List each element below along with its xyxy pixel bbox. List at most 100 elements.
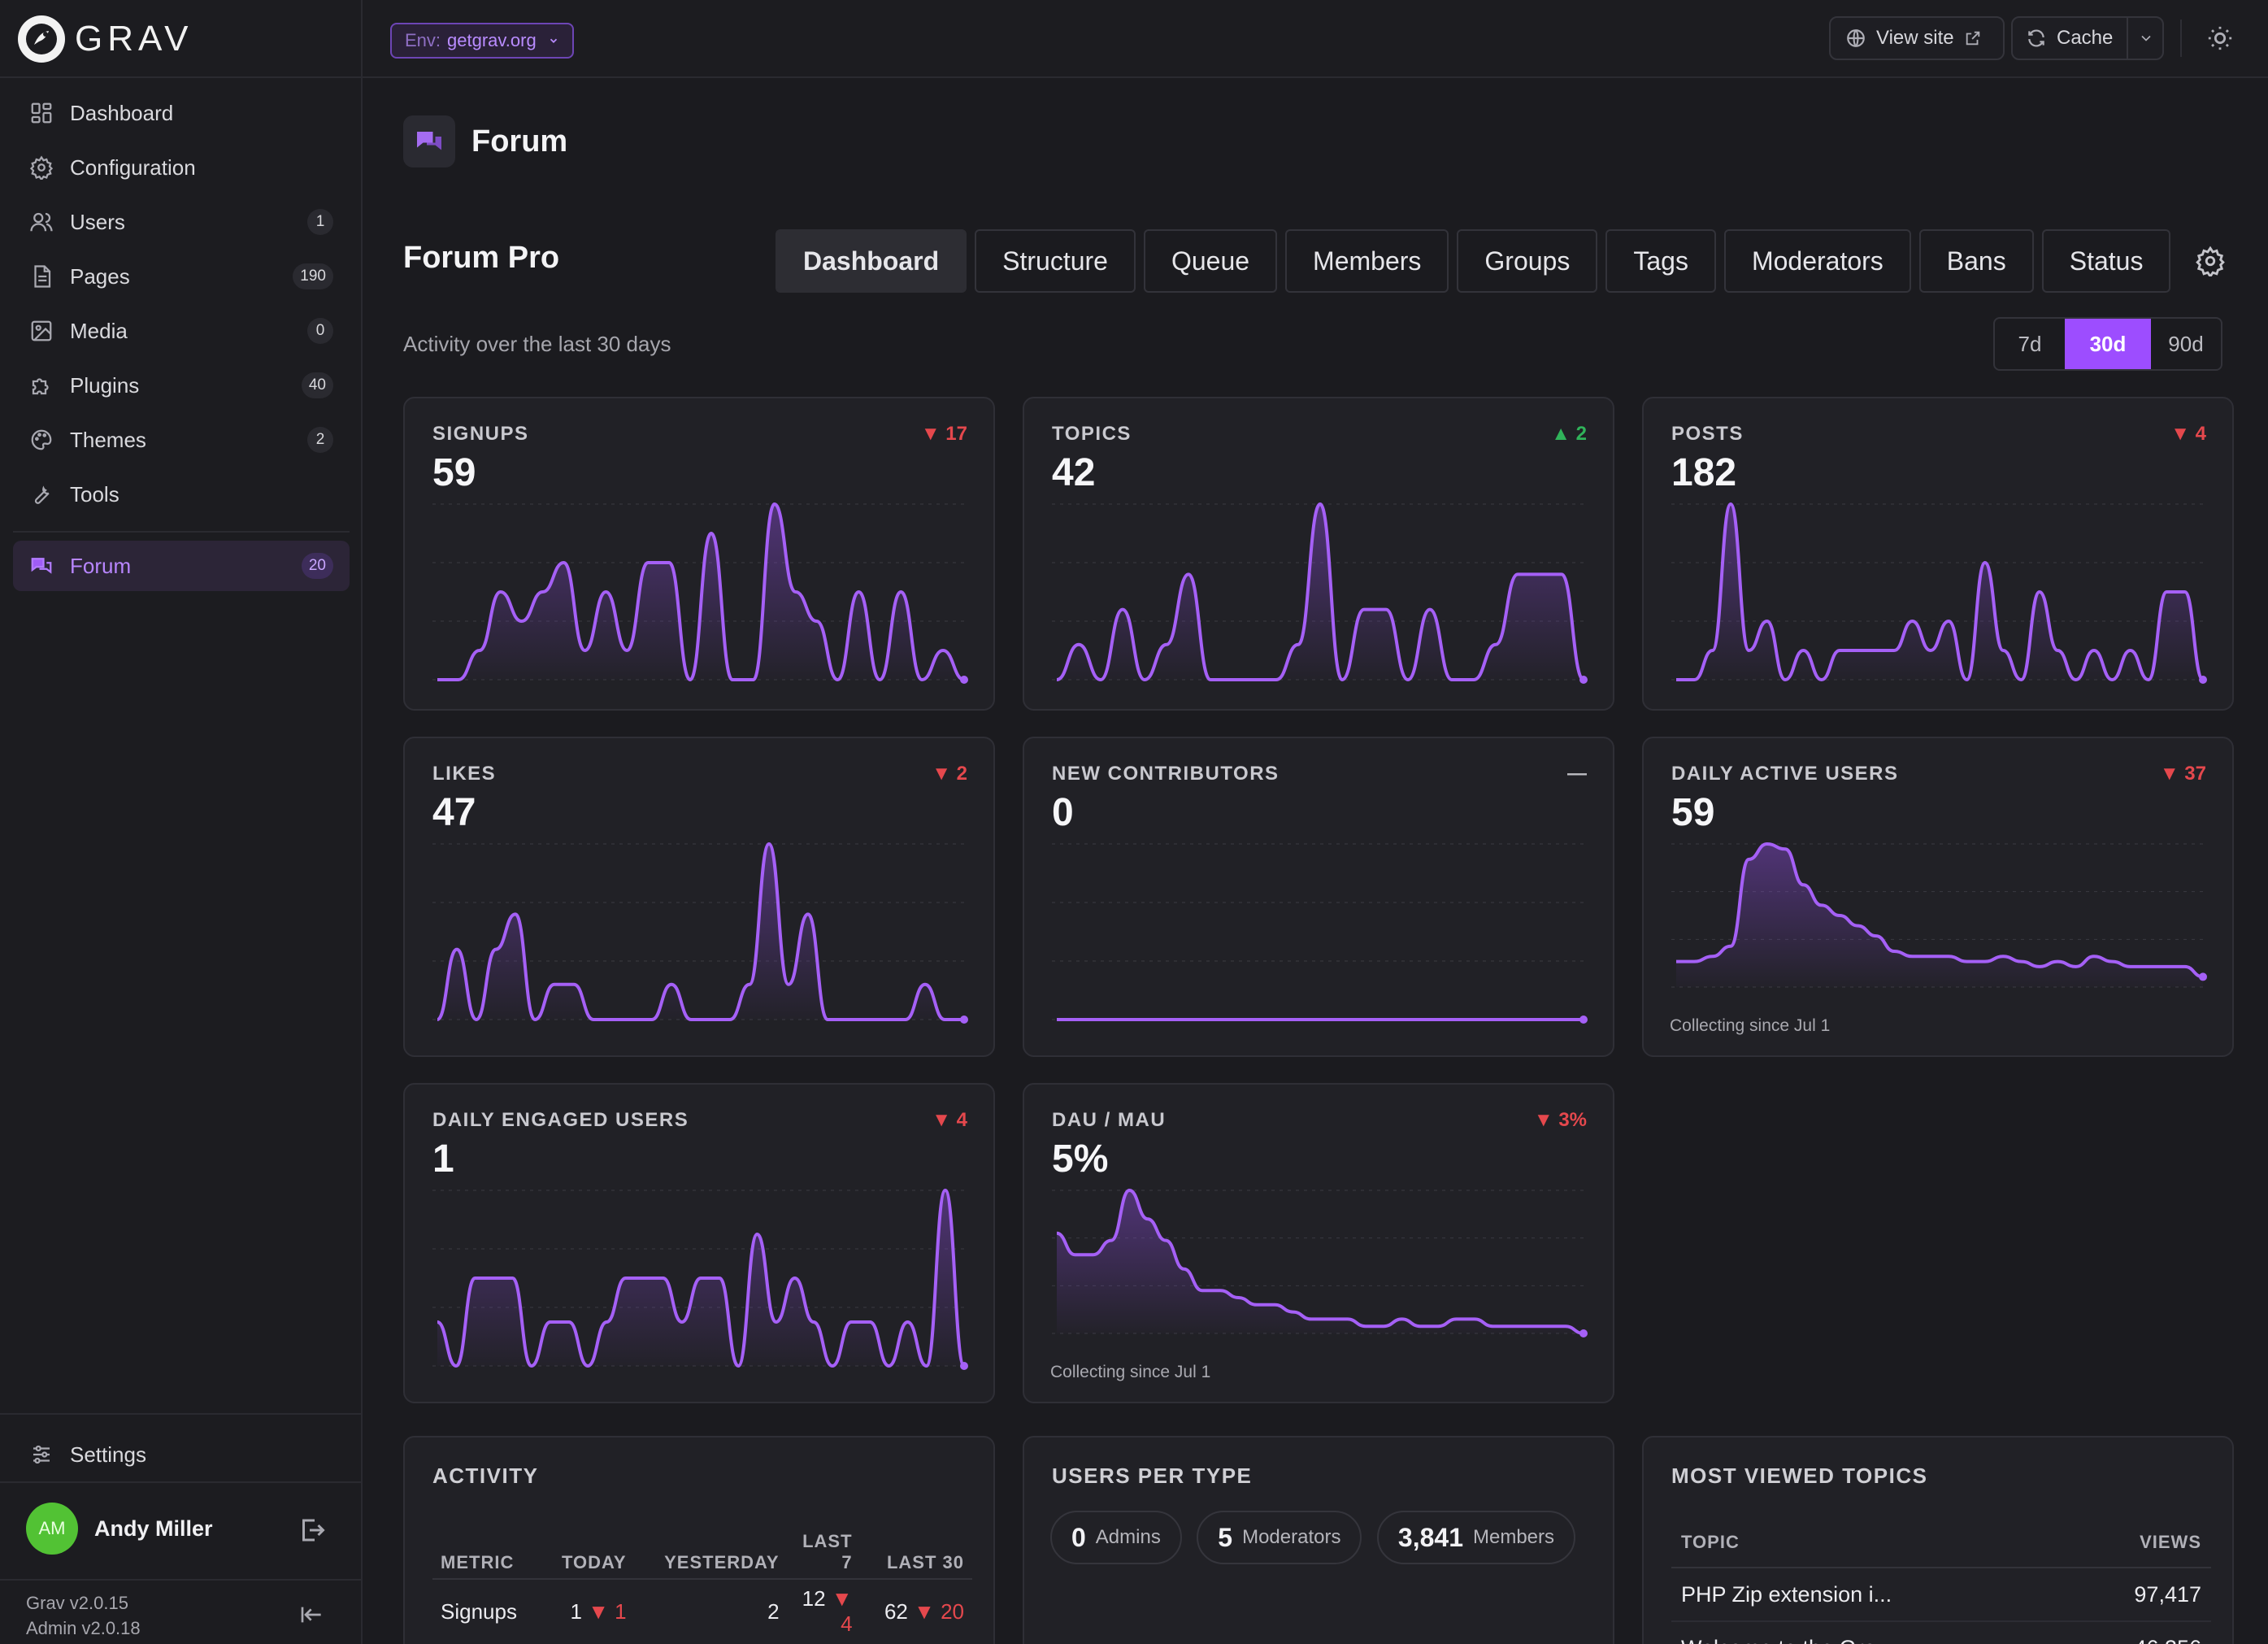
page-header: Forum [403, 115, 567, 167]
sidebar-item-label: Configuration [70, 154, 196, 180]
range-30d[interactable]: 30d [2065, 319, 2151, 369]
stat-card-daily-engaged-users: DAILY ENGAGED USERS 1 ▼ 4 [403, 1083, 995, 1403]
stat-label: LIKES [432, 763, 497, 785]
sidebar-item-media[interactable]: Media 0 [13, 306, 350, 356]
stat-value: 182 [1671, 451, 1737, 494]
series-area [1057, 504, 1584, 680]
tab-dashboard[interactable]: Dashboard [776, 229, 967, 293]
today-value: 1 [570, 1598, 582, 1624]
sparkline-chart [1052, 1188, 1588, 1337]
admin-version: Admin v2.0.18 [26, 1618, 141, 1638]
grav-logo-icon [18, 15, 65, 63]
collapse-sidebar-icon[interactable] [299, 1602, 325, 1628]
sparkline-chart [1671, 502, 2208, 684]
series-line [1056, 1188, 1584, 1335]
chip-moderators[interactable]: 5 Moderators [1197, 1511, 1362, 1564]
tab-structure[interactable]: Structure [975, 229, 1136, 293]
logout-icon[interactable] [298, 1516, 327, 1545]
avatar: AM [26, 1503, 78, 1555]
divider [13, 531, 350, 533]
collecting-note: Collecting since Jul 1 [1050, 1363, 1211, 1381]
chip-members[interactable]: 3,841 Members [1376, 1511, 1576, 1564]
chip-count: 0 [1071, 1522, 1086, 1552]
views-count: 97,417 [2064, 1568, 2211, 1622]
column-header: LAST 30 [860, 1517, 972, 1580]
puzzle-icon [29, 373, 54, 398]
tab-groups[interactable]: Groups [1457, 229, 1598, 293]
stat-label: POSTS [1671, 423, 1744, 445]
dashboard-icon [29, 101, 54, 125]
table-row[interactable]: Welcome to the Gra... 46,356 [1671, 1621, 2211, 1644]
user-profile[interactable]: AM Andy Miller [26, 1503, 213, 1555]
series-line [437, 1188, 966, 1368]
tab-moderators[interactable]: Moderators [1723, 229, 1911, 293]
stat-delta: ▼ 4 [2170, 423, 2206, 445]
chip-label: Members [1473, 1526, 1555, 1548]
topic-link[interactable]: PHP Zip extension i... [1671, 1568, 2065, 1622]
topic-link[interactable]: Welcome to the Gra... [1671, 1621, 2065, 1644]
env-label: Env: [405, 30, 441, 50]
stat-delta: ▼ 3% [1533, 1109, 1587, 1131]
sidebar-item-tools[interactable]: Tools [13, 469, 350, 520]
sidebar-item-forum[interactable]: Forum 20 [13, 541, 350, 591]
count-badge: 0 [307, 318, 333, 344]
divider [2180, 20, 2182, 57]
stat-label: NEW CONTRIBUTORS [1052, 763, 1280, 785]
chip-count: 5 [1218, 1522, 1233, 1552]
last-point [1579, 1329, 1588, 1337]
sidebar-item-themes[interactable]: Themes 2 [13, 415, 350, 465]
stat-value: 42 [1052, 451, 1096, 494]
users-icon [29, 210, 54, 234]
user-name: Andy Miller [94, 1516, 213, 1541]
stat-card-dau-mau: DAU / MAU 5% ▼ 3% Collecting since Jul 1 [1023, 1083, 1614, 1403]
user-type-chips: 0 Admins 5 Moderators 3,841 Members [1050, 1511, 1603, 1579]
gear-icon[interactable] [2195, 246, 2226, 276]
stat-label: DAU / MAU [1052, 1109, 1167, 1131]
forum-icon [29, 554, 54, 578]
card-title: ACTIVITY [432, 1464, 539, 1488]
cache-label: Cache [2057, 27, 2114, 49]
sidebar-item-pages[interactable]: Pages 190 [13, 251, 350, 302]
stat-value: 5% [1052, 1137, 1109, 1181]
range-90d[interactable]: 90d [2168, 331, 2204, 356]
chevron-down-icon[interactable] [2138, 30, 2154, 46]
environment-selector[interactable]: Env: getgrav.org [390, 23, 574, 59]
column-header: LAST 7 [787, 1517, 861, 1580]
cache-button[interactable]: Cache [2011, 16, 2164, 60]
sidebar-item-label: Themes [70, 427, 146, 452]
views-count: 46,356 [2064, 1621, 2211, 1644]
count-badge: 1 [307, 209, 333, 235]
series-area [1057, 1190, 1584, 1333]
brand-name: GRAV [75, 19, 193, 59]
sliders-icon [29, 1442, 54, 1467]
column-header: YESTERDAY [634, 1517, 788, 1580]
tab-bans[interactable]: Bans [1918, 229, 2034, 293]
grav-logo[interactable]: GRAV [18, 13, 193, 65]
table-row[interactable]: PHP Zip extension i... 97,417 [1671, 1568, 2211, 1622]
tab-status[interactable]: Status [2041, 229, 2171, 293]
range-7d[interactable]: 7d [2018, 331, 2042, 356]
series-line [437, 502, 965, 682]
series-area [1676, 844, 2203, 987]
last30-cell: 62 ▼ 20 [861, 1579, 972, 1643]
top-bar: Env: getgrav.org View site Cache [363, 0, 2268, 78]
chip-admins[interactable]: 0 Admins [1050, 1511, 1182, 1564]
env-value: getgrav.org [447, 30, 537, 50]
sun-icon[interactable] [2206, 24, 2234, 52]
sidebar-item-settings[interactable]: Settings [13, 1429, 350, 1480]
tab-tags[interactable]: Tags [1605, 229, 1716, 293]
sidebar-item-dashboard[interactable]: Dashboard [13, 88, 350, 138]
tab-queue[interactable]: Queue [1143, 229, 1278, 293]
sidebar-item-configuration[interactable]: Configuration [13, 142, 350, 193]
sidebar-settings: Settings [13, 1429, 350, 1484]
stat-card-new-contributors: NEW CONTRIBUTORS 0 — [1023, 737, 1614, 1057]
today-cell: 1 ▼ 1 [541, 1579, 635, 1643]
series-area [437, 504, 964, 680]
table-row: Signups 1 ▼ 1 2 12 ▼ 4 62 ▼ 20 [432, 1579, 972, 1643]
sidebar-item-plugins[interactable]: Plugins 40 [13, 360, 350, 411]
series-area [1676, 504, 2203, 680]
view-site-button[interactable]: View site [1829, 16, 2005, 60]
sidebar-item-users[interactable]: Users 1 [13, 197, 350, 247]
collecting-note: Collecting since Jul 1 [1670, 1016, 1831, 1035]
tab-members[interactable]: Members [1285, 229, 1449, 293]
